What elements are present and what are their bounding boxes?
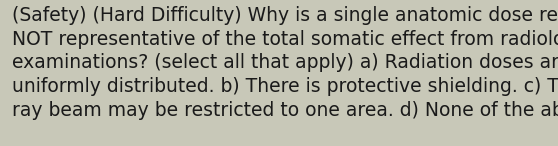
Text: (Safety) (Hard Difficulty) Why is a single anatomic dose reading
NOT representat: (Safety) (Hard Difficulty) Why is a sing…: [12, 6, 558, 120]
